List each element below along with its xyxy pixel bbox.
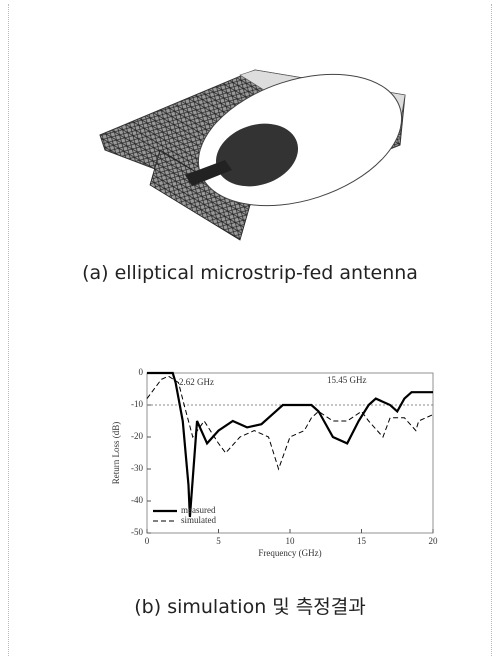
series-line xyxy=(147,373,433,517)
series-line xyxy=(147,376,433,469)
y-tick-label: -20 xyxy=(131,431,143,441)
y-axis-label: Return Loss (dB) xyxy=(111,422,121,485)
x-tick-label: 20 xyxy=(429,536,439,546)
x-axis-label: Frequency (GHz) xyxy=(258,548,321,558)
legend-label: simulated xyxy=(181,515,216,525)
y-tick-label: -30 xyxy=(131,463,143,473)
caption-b: (b) simulation 및 측정결과 xyxy=(0,592,500,619)
y-tick-label: -40 xyxy=(131,495,143,505)
legend-label: measured xyxy=(181,505,216,515)
y-tick-label: -50 xyxy=(131,527,143,537)
x-tick-label: 15 xyxy=(357,536,367,546)
annotation: 2.62 GHz xyxy=(179,377,214,387)
y-tick-label: 0 xyxy=(139,367,144,377)
x-tick-label: 0 xyxy=(145,536,150,546)
annotation: 15.45 GHz xyxy=(327,375,367,385)
antenna-figure xyxy=(0,0,500,250)
page: (a) elliptical microstrip-fed antenna 0-… xyxy=(0,0,500,661)
x-tick-label: 5 xyxy=(216,536,221,546)
caption-a: (a) elliptical microstrip-fed antenna xyxy=(0,262,500,284)
y-tick-label: -10 xyxy=(131,399,143,409)
x-tick-label: 10 xyxy=(286,536,296,546)
